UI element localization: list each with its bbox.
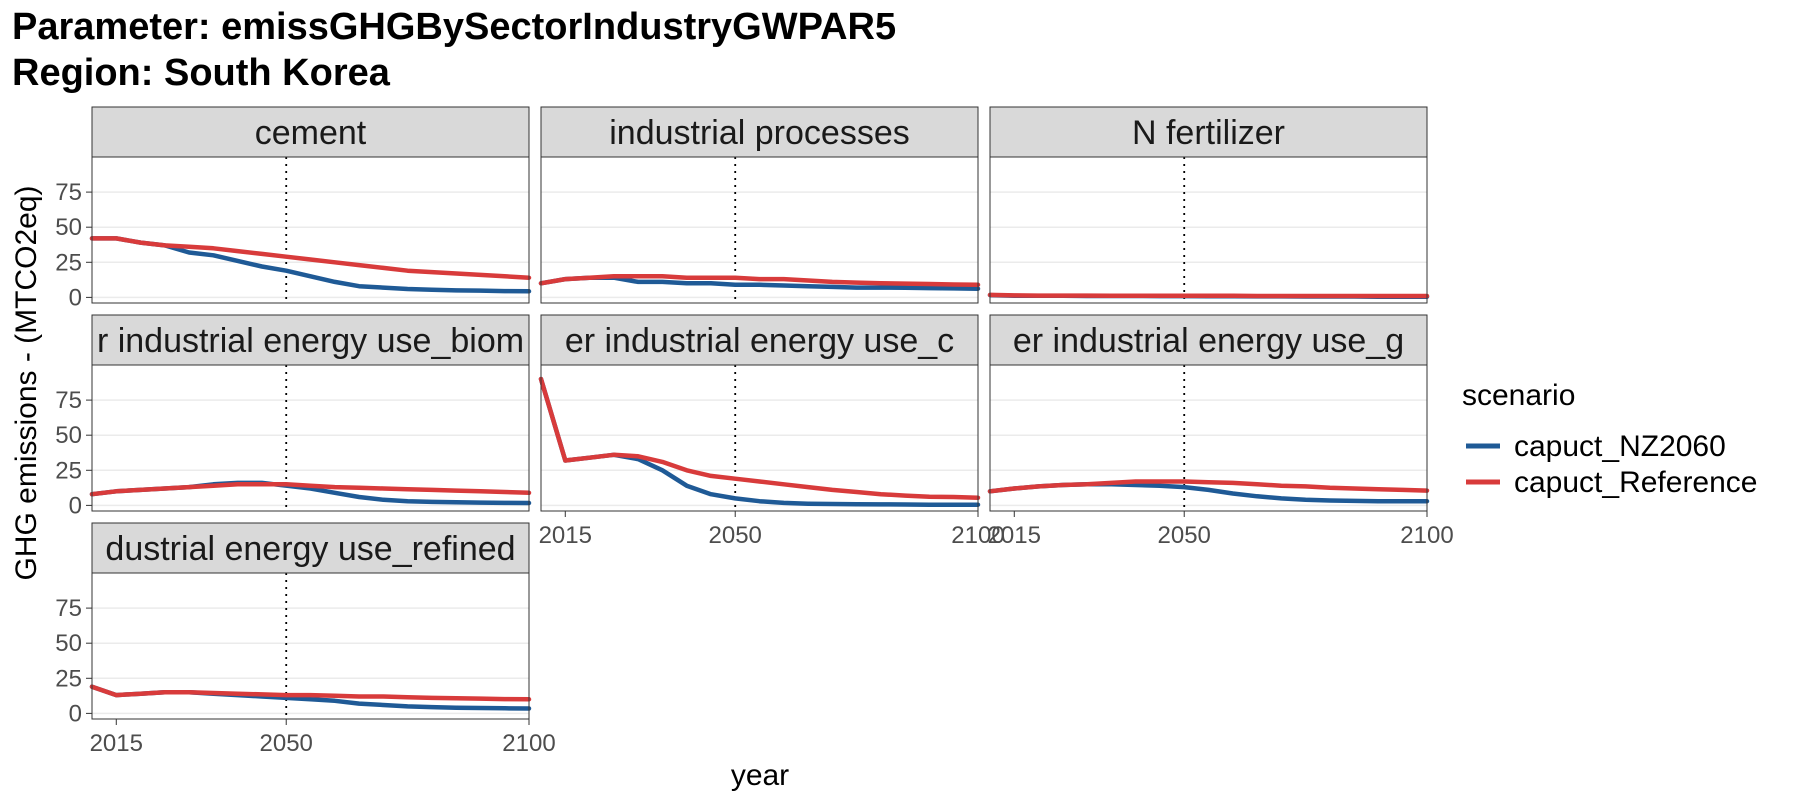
legend-label-capuct-nz2060: capuct_NZ2060 [1514,430,1726,463]
series-line-capuct-reference [987,292,1430,299]
series-line-capuct-reference [89,236,532,280]
facet-panel-other-industrial-energy-use-biomass: r industrial energy use_biom 0 25 50 75 [55,314,532,519]
y-tick-label: 0 [69,492,82,519]
x-tick-label: 2015 [90,730,143,757]
x-tick-label: 2100 [951,522,1004,549]
facet-panels: cement 0 25 50 75 industrial processes N ferti… [55,106,1454,757]
panel-border [989,364,1428,512]
series-line-capuct-reference [538,376,981,500]
facet-strip-n-fertilizer [989,106,1428,158]
panel-border [989,156,1428,304]
y-tick-label: 25 [55,249,82,276]
x-tick-label: 2015 [988,522,1041,549]
facet-strip-label-other-industrial-energy-use-gas: er industrial energy use_g [1013,322,1404,360]
facet-panel-cement: cement 0 25 50 75 [55,106,532,311]
facet-strip-other-industrial-energy-use-coal [540,314,979,366]
x-tick-label: 2050 [260,730,313,757]
facet-strip-other-industrial-energy-use-biomass [91,314,530,366]
y-tick-label: 50 [55,214,82,241]
x-tick-label: 2100 [1400,522,1453,549]
y-tick-label: 75 [55,179,82,206]
facet-strip-label-other-industrial-energy-use-refined-liquids: dustrial energy use_refined [105,530,515,568]
chart-title-block: Parameter: emissGHGBySectorIndustryGWPAR… [12,4,896,96]
legend-title: scenario [1462,379,1575,412]
y-tick-label: 75 [55,387,82,414]
legend-label-capuct-reference: capuct_Reference [1514,466,1758,499]
facet-strip-label-cement: cement [255,114,367,152]
x-tick-label: 2100 [502,730,555,757]
y-tick-label: 25 [55,665,82,692]
facet-strip-other-industrial-energy-use-refined-liquids [91,522,530,574]
y-tick-label: 0 [69,284,82,311]
facet-panel-other-industrial-energy-use-coal: er industrial energy use_c 2015 2050 2100 [538,314,1005,549]
panel-border [540,156,979,304]
x-tick-label: 2015 [539,522,592,549]
facet-strip-label-industrial-processes: industrial processes [609,114,909,152]
panel-background [990,157,1427,303]
y-tick-label: 75 [55,595,82,622]
panel-border [540,364,979,512]
panel-background [92,157,529,303]
panel-border [91,572,530,720]
panel-background [541,365,978,511]
y-tick-label: 50 [55,422,82,449]
x-axis-title: year [731,759,789,792]
panel-border [91,156,530,304]
facet-panel-other-industrial-energy-use-refined-liquids: dustrial energy use_refined 0 25 50 75 2015 20… [55,522,556,757]
series-line-capuct-reference [89,482,532,497]
y-tick-label: 0 [69,700,82,727]
facet-panel-n-fertilizer: N fertilizer [987,106,1430,304]
chart-title-region: Region: South Korea [12,52,390,94]
facet-panel-other-industrial-energy-use-gas: er industrial energy use_g 2015 2050 2100 [987,314,1454,549]
facet-panel-industrial-processes: industrial processes [538,106,981,304]
y-tick-label: 25 [55,457,82,484]
y-tick-label: 50 [55,630,82,657]
panel-border [91,364,530,512]
x-tick-label: 2050 [1158,522,1211,549]
facet-strip-label-other-industrial-energy-use-biomass: r industrial energy use_biom [97,322,524,360]
facet-strip-label-n-fertilizer: N fertilizer [1132,114,1285,152]
facet-strip-label-other-industrial-energy-use-coal: er industrial energy use_c [565,322,954,360]
series-line-capuct-reference [538,274,981,288]
chart-title-parameter: Parameter: emissGHGBySectorIndustryGWPAR… [12,6,897,48]
x-tick-label: 2050 [709,522,762,549]
series-line-capuct-reference [89,684,532,702]
y-axis-title: GHG emissions - (MTCO2eq) [10,185,43,580]
series-line-capuct-reference [987,479,1430,494]
facet-strip-industrial-processes [540,106,979,158]
legend: scenario capuct_NZ2060 capuct_Reference [1462,379,1758,499]
